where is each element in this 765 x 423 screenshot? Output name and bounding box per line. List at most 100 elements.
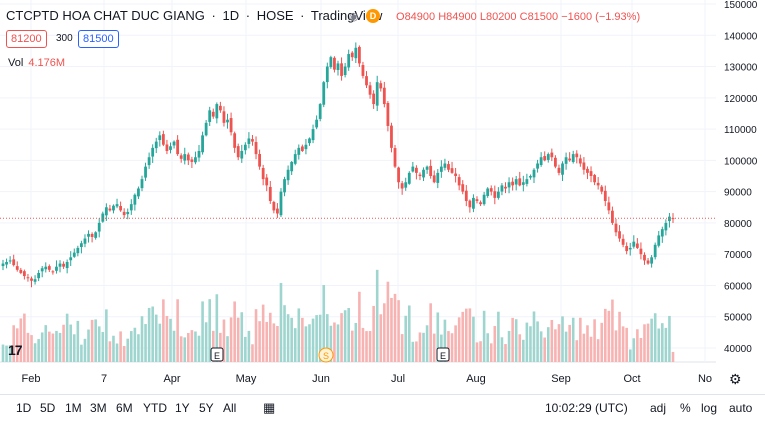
volume-bar [329,325,333,362]
candle-body [172,141,176,146]
volume-bar [215,294,219,362]
volume-bar [400,334,404,362]
candle-body [475,199,479,202]
interval-label[interactable]: 1D [222,8,240,23]
volume-bar [19,318,23,362]
range-3m[interactable]: 3M [90,401,107,415]
candle-body [621,238,625,245]
y-tick-label: 140000 [724,31,758,42]
volume-label: Vol [8,57,24,69]
volume-bar [58,332,62,362]
candle-body [553,157,557,167]
volume-bar [172,330,176,362]
volume-bar [425,325,429,362]
earnings-marker [210,347,224,362]
volume-bar [536,321,539,362]
candle-body [482,194,486,205]
volume-bar [226,336,229,362]
candle-body [664,222,668,231]
y-tick-label: 80000 [724,219,752,230]
range-1d[interactable]: 1D [16,401,32,415]
candle-body [422,169,425,178]
volume-bar [489,343,493,362]
candle-body [354,47,358,59]
y-tick-label: 150000 [724,0,758,11]
volume-bar [176,299,179,362]
calendar-icon[interactable]: ▦ [263,400,276,415]
volume-bar [497,311,500,362]
volume-bar [671,351,675,362]
candle-body [308,138,311,144]
volume-bar [265,321,269,362]
volume-bar [211,330,215,362]
volume-bar [557,324,561,362]
log-toggle[interactable]: log [701,401,718,415]
candle-body [12,259,16,266]
candle-body [300,146,304,151]
symbol-name[interactable]: CTCPTD HOA CHAT DUC GIANG [6,8,205,23]
range-6m[interactable]: 6M [116,401,133,415]
candle-body [625,246,629,252]
auto-toggle[interactable]: auto [729,401,753,415]
split-marker [318,347,334,363]
candle-body [343,66,347,76]
candle-body [158,135,162,141]
percent-toggle[interactable]: % [680,401,691,415]
volume-bar [318,314,322,362]
range-1y[interactable]: 1Y [175,401,190,415]
candle-body [101,213,105,222]
candle-body [550,152,554,158]
candle-body [635,243,639,248]
tradingview-logo[interactable]: 17 [8,342,23,358]
range-1m[interactable]: 1M [65,401,82,415]
volume-bar [62,324,65,362]
candle-body [657,235,661,246]
range-5d[interactable]: 5D [40,401,56,415]
gear-icon[interactable]: ⚙ [729,371,742,387]
buy-price-button[interactable]: 81500 [78,30,119,48]
volume-bar [293,328,297,362]
y-tick-label: 110000 [724,125,757,136]
candle-body [429,165,433,176]
candle-body [58,263,62,267]
volume-bar [554,329,557,362]
candle-body [504,186,507,189]
volume-bar [407,305,411,362]
clock-readout[interactable]: 10:02:29 (UTC) [545,401,628,415]
candle-body [169,146,172,150]
volume-bar [397,300,400,362]
candle-body [315,119,319,128]
volume-bar [140,316,144,362]
candle-body [397,167,400,183]
range-5y[interactable]: 5Y [199,401,214,415]
volume-bar [518,334,522,362]
volume-bar [137,334,140,362]
volume-bar [115,343,119,362]
candle-body [418,174,422,176]
volume-bar [5,345,8,362]
event-marker-label: E [214,351,220,361]
candle-body [653,244,657,258]
candle-body [297,147,301,155]
range-ytd[interactable]: YTD [143,401,167,415]
delayed-badge: D [366,9,380,23]
adj-toggle[interactable]: adj [650,401,667,415]
price-chart[interactable]: 81500 4.176M 40000 50000 60000 70000 80000 900… [0,0,765,394]
candle-body [340,63,343,76]
candle-body [90,233,94,237]
candle-body [140,179,144,189]
volume-bar [340,313,343,362]
volume-bar [621,326,625,362]
volume-bar [418,332,422,362]
candle-body [258,154,261,167]
volume-bar [126,338,130,362]
candle-body [251,139,254,142]
eye-icon[interactable]: ◉ [349,11,359,23]
volume-bar [169,318,172,362]
candle-body [521,182,525,185]
sell-price-button[interactable]: 81200 [6,30,47,48]
y-tick-label: 120000 [724,94,758,105]
range-all[interactable]: All [223,401,237,415]
volume-bar [133,327,137,362]
x-tick-label: Oct [623,373,640,385]
